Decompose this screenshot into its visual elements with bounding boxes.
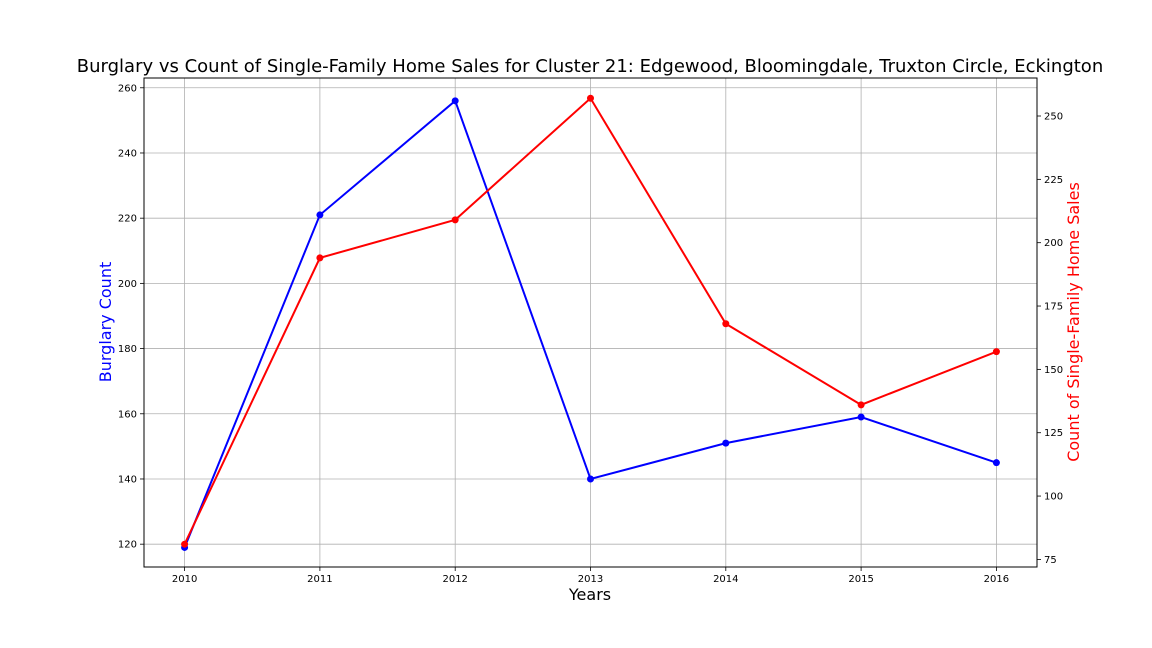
x-tick-label: 2013 — [578, 574, 603, 585]
right-tick-label: 175 — [1044, 302, 1063, 313]
right-tick-label: 125 — [1044, 428, 1063, 439]
left-tick-label: 220 — [118, 214, 137, 225]
right-tick-label: 150 — [1044, 365, 1063, 376]
home-sales-series — [181, 94, 1000, 548]
right-tick-label: 100 — [1044, 492, 1063, 503]
left-tick-label: 140 — [118, 474, 137, 485]
right-y-axis: 75 100 125 150 175 200 225 250 — [1037, 112, 1063, 566]
right-tick-label: 200 — [1044, 238, 1063, 249]
left-tick-label: 180 — [118, 344, 137, 355]
left-y-axis-label: Burglary Count — [96, 262, 115, 382]
x-tick-label: 2015 — [848, 574, 873, 585]
home-sales-point — [857, 401, 865, 409]
right-tick-label: 75 — [1044, 555, 1057, 566]
right-y-axis-label: Count of Single-Family Home Sales — [1064, 182, 1083, 462]
right-tick-label: 250 — [1044, 112, 1063, 123]
home-sales-point — [181, 540, 189, 548]
x-tick-label: 2011 — [307, 574, 332, 585]
burglary-point — [857, 413, 865, 421]
home-sales-point — [587, 94, 594, 102]
home-sales-point — [451, 216, 459, 224]
left-tick-label: 240 — [118, 148, 137, 159]
chart-title: Burglary vs Count of Single-Family Home … — [77, 56, 1103, 77]
left-tick-label: 260 — [118, 83, 137, 94]
x-axis: 2010 2011 2012 2013 2014 2015 2016 — [172, 567, 1009, 585]
burglary-point — [316, 211, 324, 219]
burglary-point — [451, 97, 459, 105]
home-sales-point — [992, 348, 1000, 356]
left-tick-label: 200 — [118, 279, 137, 290]
burglary-point — [722, 439, 730, 447]
x-tick-label: 2010 — [172, 574, 197, 585]
right-tick-label: 225 — [1044, 175, 1063, 186]
series-layer — [181, 94, 1000, 551]
burglary-point — [992, 459, 1000, 467]
home-sales-point — [316, 254, 324, 262]
burglary-point — [587, 475, 594, 483]
home-sales-point — [722, 320, 730, 328]
grid — [144, 78, 1037, 567]
x-tick-label: 2016 — [984, 574, 1009, 585]
x-axis-label: Years — [568, 585, 611, 604]
x-tick-label: 2014 — [713, 574, 738, 585]
x-tick-label: 2012 — [442, 574, 467, 585]
left-y-axis: 120 140 160 180 200 220 240 260 — [118, 83, 144, 551]
left-tick-label: 120 — [118, 540, 137, 551]
left-tick-label: 160 — [118, 409, 137, 420]
